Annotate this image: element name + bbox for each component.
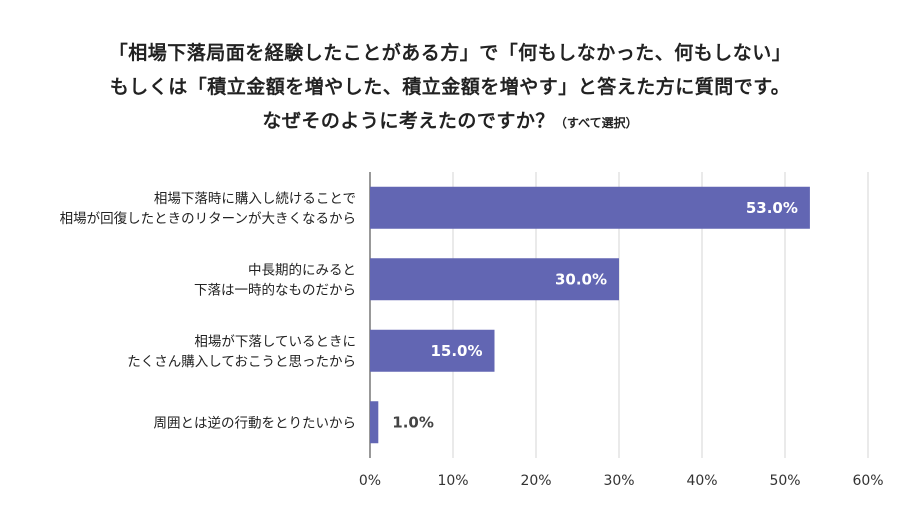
x-tick-label: 60% (852, 473, 883, 489)
title-line-1: 「相場下落局面を経験したことがある方」で「何もしなかった、何もしない」 (108, 42, 792, 64)
bar (370, 401, 379, 444)
data-label: 53.0% (746, 199, 798, 217)
x-tick-label: 50% (769, 473, 800, 489)
x-tick-label: 10% (437, 473, 468, 489)
x-tick-label: 30% (603, 473, 634, 489)
data-label: 1.0% (392, 413, 434, 431)
x-tick-label: 20% (520, 473, 551, 489)
category-label: 相場が回復したときのリターンが大きくなるから (60, 210, 356, 227)
category-label: 相場が下落しているときに (194, 334, 356, 350)
title-note: （すべて選択） (554, 116, 638, 130)
title-line-3: なぜそのように考えたのですか？（すべて選択） (0, 104, 900, 140)
category-label: たくさん購入しておこうと思ったから (127, 354, 356, 370)
chart-title: 「相場下落局面を経験したことがある方」で「何もしなかった、何もしない」 もしくは… (0, 36, 900, 140)
category-label: 周囲とは逆の行動をとりたいから (154, 415, 357, 431)
x-tick-label: 0% (359, 473, 381, 489)
bar (370, 329, 495, 372)
data-label: 30.0% (555, 270, 607, 288)
bar (370, 258, 619, 301)
x-tick-label: 40% (686, 473, 717, 489)
category-label: 中長期的にみると (248, 262, 356, 278)
category-label: 相場下落時に購入し続けることで (154, 191, 356, 207)
title-line-2: もしくは「積立金額を増やした、積立金額を増やす」と答えた方に質問です。 (109, 76, 791, 98)
data-label: 15.0% (430, 342, 482, 360)
bar (370, 186, 810, 229)
title-line-3-text: なぜそのように考えたのですか？ (262, 110, 555, 132)
category-label: 下落は一時的なものだから (194, 282, 356, 298)
